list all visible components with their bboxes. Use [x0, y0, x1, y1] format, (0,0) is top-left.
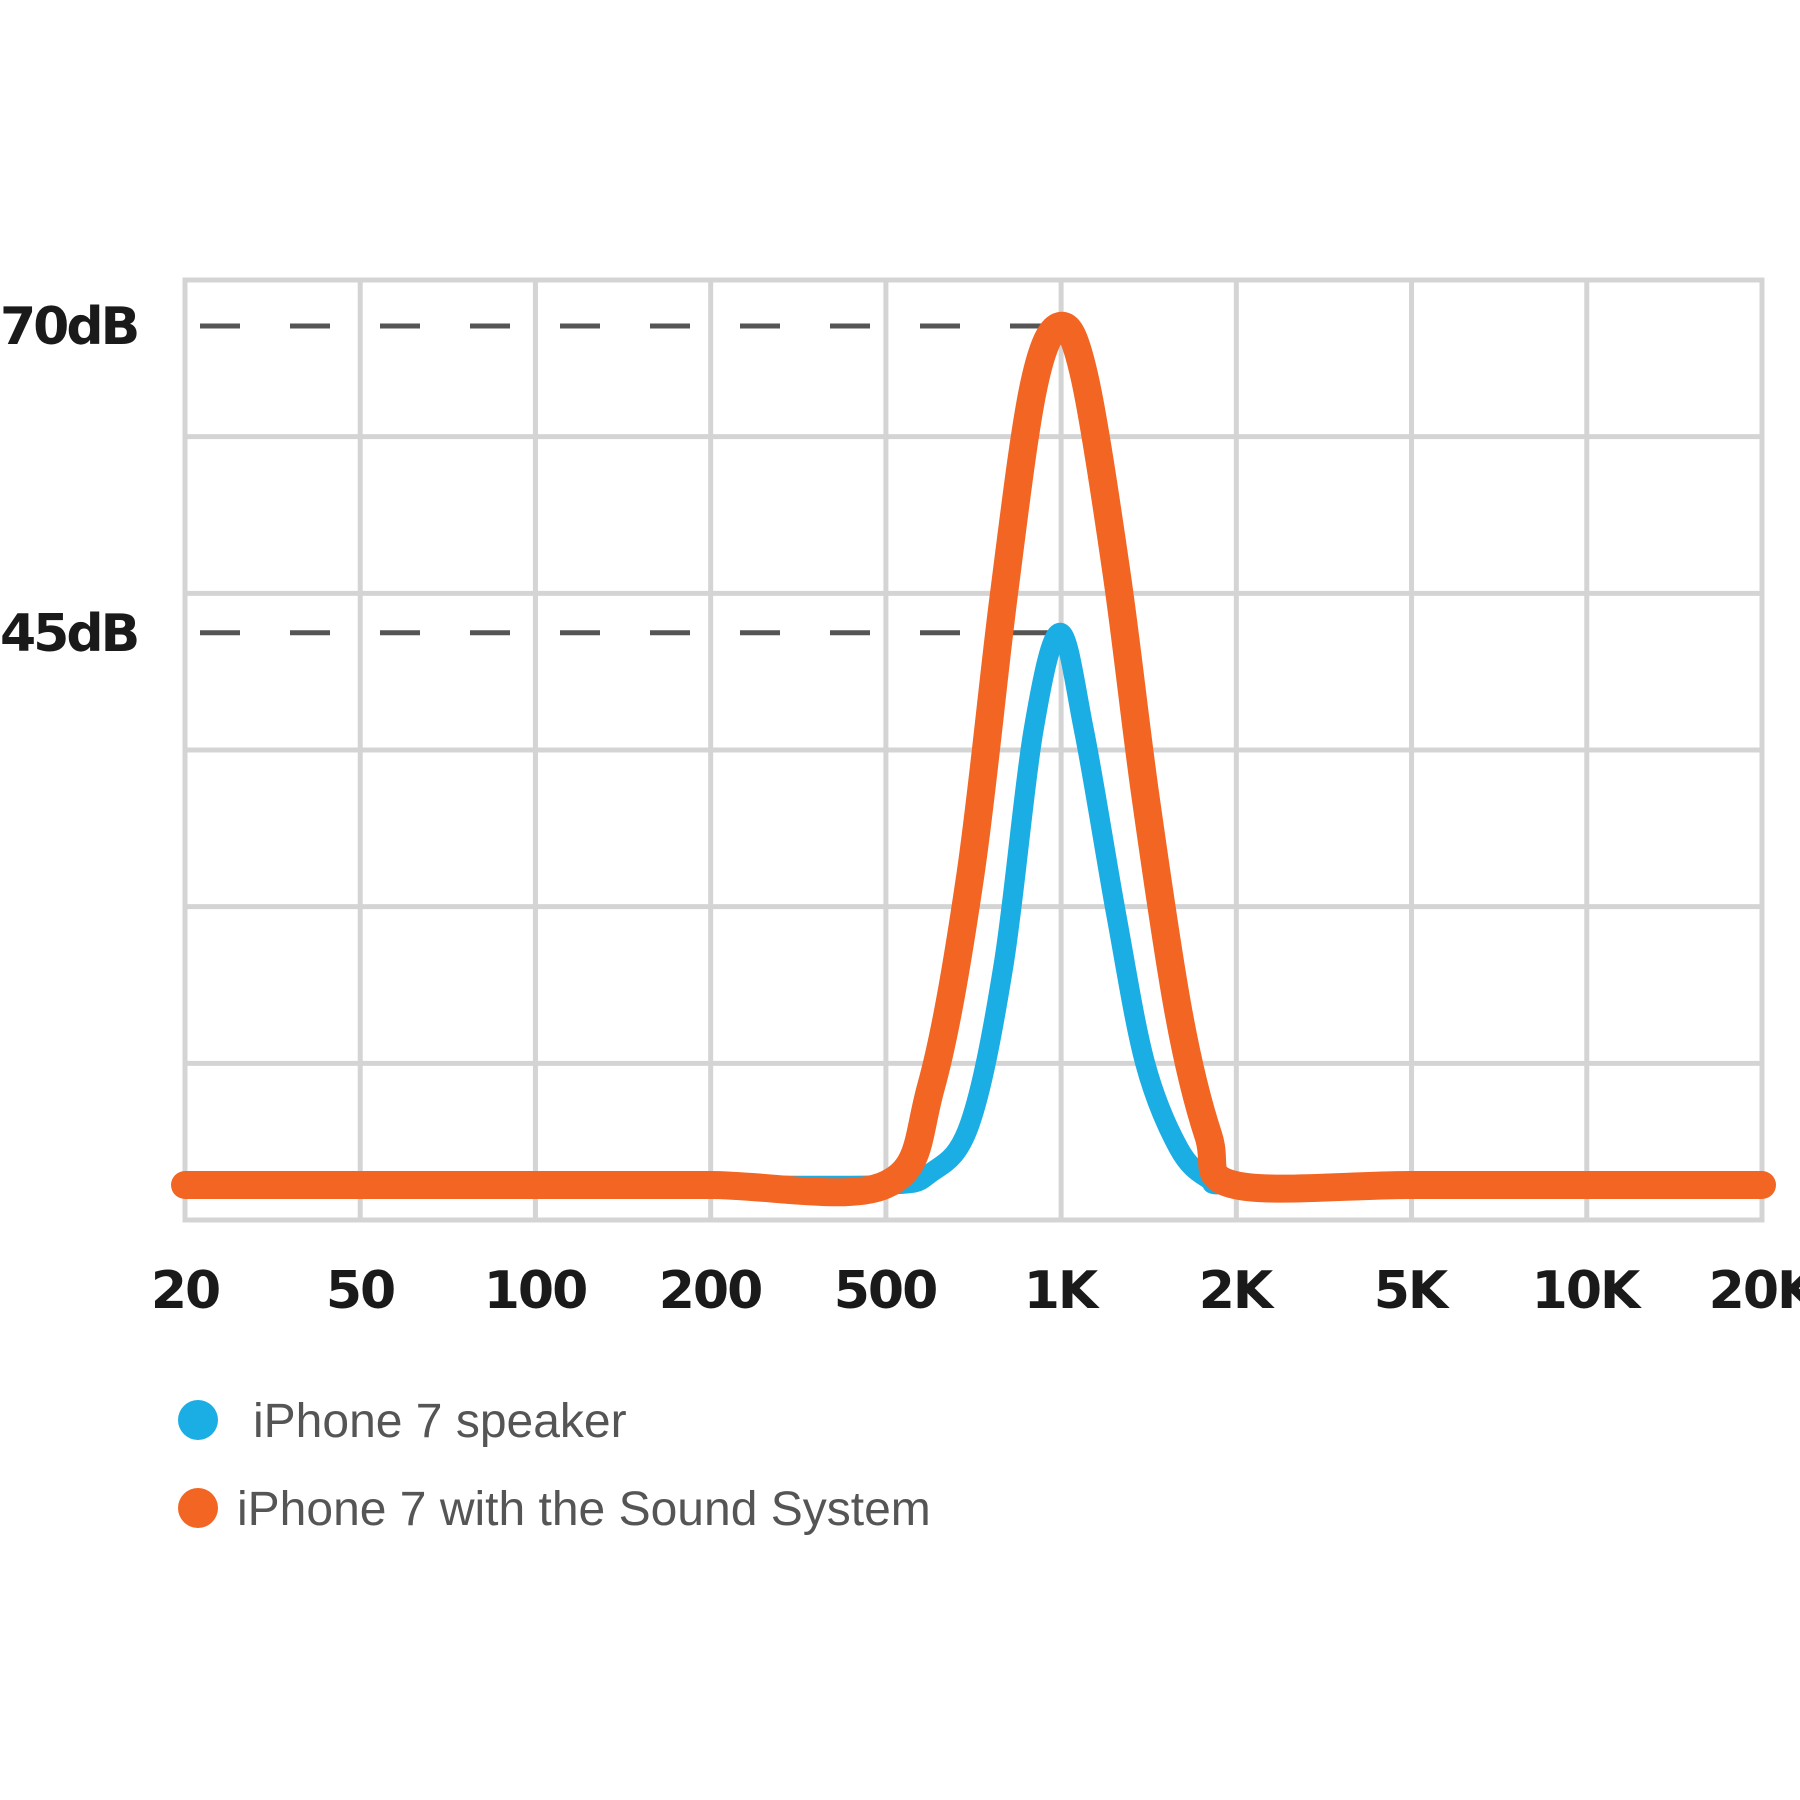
- y-axis-ticks: 70dB 45dB: [0, 297, 140, 664]
- x-tick-label: 50: [326, 1261, 394, 1321]
- x-tick-label: 500: [834, 1261, 937, 1321]
- legend-marker: [178, 1488, 218, 1528]
- y-tick-label: 70dB: [0, 297, 137, 357]
- x-tick-label: 20K: [1709, 1261, 1800, 1321]
- x-tick-label: 2K: [1199, 1261, 1275, 1321]
- legend-label: iPhone 7 with the Sound System: [237, 1483, 931, 1536]
- series-line-sound-system: [171, 311, 1776, 1207]
- x-tick-label: 100: [484, 1261, 587, 1321]
- x-tick-label: 10K: [1532, 1261, 1642, 1321]
- x-tick-label: 20: [151, 1261, 219, 1321]
- x-axis-ticks: 20 50 100 200 500 1K 2K 5K 10K 20K: [151, 1261, 1800, 1321]
- x-tick-label: 1K: [1024, 1261, 1100, 1321]
- legend: iPhone 7 speaker iPhone 7 with the Sound …: [178, 1395, 931, 1536]
- series-lines: [171, 311, 1776, 1207]
- x-tick-label: 200: [659, 1261, 762, 1321]
- x-tick-label: 5K: [1374, 1261, 1450, 1321]
- y-tick-label: 45dB: [0, 604, 137, 664]
- legend-label: iPhone 7 speaker: [253, 1395, 627, 1448]
- reference-lines: [190, 323, 1050, 636]
- legend-marker: [178, 1400, 218, 1440]
